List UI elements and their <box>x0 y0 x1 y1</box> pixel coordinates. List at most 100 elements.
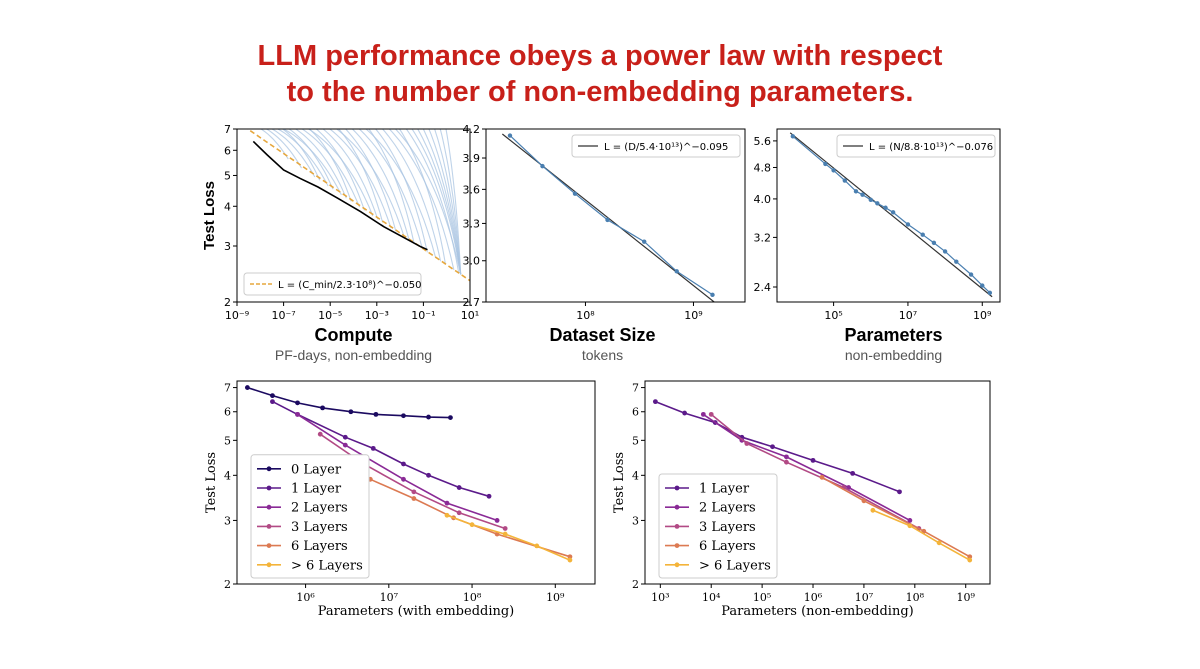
dataset-ytick-label: 2.7 <box>463 296 481 309</box>
layers_with_emb-series-point <box>469 522 475 528</box>
dataset-ytick-label: 3.6 <box>463 183 481 196</box>
params-legend-label: L = (N/8.8·10¹³)^−0.076 <box>869 142 993 153</box>
layers_with_emb-series-point <box>401 413 406 419</box>
params-data-point <box>790 134 796 139</box>
layers_non_emb-series-point <box>810 457 816 463</box>
layers_with_emb-xtick-label: 10⁸ <box>463 591 482 604</box>
compute-learning-curve <box>388 129 455 271</box>
params-data-point <box>853 189 859 194</box>
layers_non_emb-legend-marker <box>674 543 680 548</box>
layers_non_emb-xtick-label: 10⁹ <box>957 591 976 604</box>
layers_non_emb-xtick-label: 10⁸ <box>906 591 925 604</box>
compute-learning-curve <box>288 129 334 190</box>
layers_non_emb-ytick-label: 5 <box>632 434 639 447</box>
dataset-data-point <box>642 239 647 244</box>
layers_non_emb-xlabel: Parameters (non-embedding) <box>721 604 913 619</box>
layers_with_emb-series-point <box>373 411 379 417</box>
layers_non_emb-ylabel: Test Loss <box>612 452 627 513</box>
layers_non_emb-series-line <box>655 400 900 493</box>
layers_non_emb-xtick-label: 10⁷ <box>855 591 874 604</box>
dataset-plot-area <box>501 133 716 302</box>
dataset-data-point <box>507 133 513 138</box>
compute-learning-curve <box>328 129 392 229</box>
params-ytick-label: 4.8 <box>754 161 772 174</box>
compute-xtick-label: 10⁻¹ <box>411 309 435 322</box>
layers_with_emb-legend-label: > 6 Layers <box>291 558 363 573</box>
layers_with_emb-series-point <box>270 393 275 399</box>
compute-legend-label: L = (C_min/2.3·10⁸)^−0.050 <box>278 280 422 291</box>
params-data-point <box>920 232 925 237</box>
layers_non_emb-legend-label: 1 Layer <box>699 482 750 497</box>
compute-learning-curve <box>411 129 462 275</box>
layers_with_emb-ytick-label: 2 <box>224 578 231 591</box>
compute-ytick-label: 4 <box>224 200 231 213</box>
layers_non_emb-series-point <box>819 474 825 480</box>
chart-dataset: 10⁸ 10⁹ 2.7 3.0 3.3 3.6 3.9 4.2 L = (D/5.4·10¹³)… <box>463 123 746 322</box>
dataset-ytick-label: 4.2 <box>463 123 481 136</box>
params-data-point <box>905 222 911 227</box>
layers_with_emb-legend-marker <box>266 504 272 510</box>
layers_with_emb-legend-marker <box>266 562 272 568</box>
compute-learning-curve <box>381 129 442 262</box>
slide-title-line2: to the number of non-embedding parameter… <box>286 76 914 108</box>
dataset-xtick-label: 10⁸ <box>576 309 595 322</box>
layers_non_emb-series-point <box>744 441 750 446</box>
layers_non_emb-ytick-label: 2 <box>632 578 639 591</box>
layers_with_emb-legend-label: 0 Layer <box>291 462 342 477</box>
layers_with_emb-series-point <box>426 472 431 478</box>
params-axes-frame <box>776 128 1001 303</box>
compute-learning-curve <box>434 129 462 275</box>
chart-layers_with_emb: 10⁶ 10⁷ 10⁸ 10⁹ 2 3 4 5 6 7 Parameters (with embed… <box>204 380 596 619</box>
dataset-data-point <box>674 269 679 274</box>
layers_with_emb-series-point <box>348 409 354 415</box>
compute-learning-curve <box>368 129 415 244</box>
compute-learning-curve <box>417 129 462 275</box>
compute-learning-curve <box>428 129 462 275</box>
dataset-data-point <box>540 163 545 169</box>
layers_with_emb-series-point <box>502 531 508 537</box>
layers_non_emb-xtick-label: 10³ <box>651 591 669 604</box>
layers_non_emb-legend-marker <box>674 524 680 529</box>
params-legend-box <box>836 134 996 158</box>
dataset-legend-box <box>571 134 741 158</box>
layers_with_emb-legend-label: 6 Layers <box>291 539 348 554</box>
params-subcaption: non-embedding <box>844 347 943 363</box>
params-ytick-label: 2.4 <box>754 281 772 294</box>
layers_non_emb-series-point <box>967 557 973 563</box>
compute-learning-curve <box>398 129 447 265</box>
slide-title: LLM performance obeys a power law with r… <box>0 38 1200 110</box>
params-data-point <box>831 168 836 173</box>
layers_non_emb-series-point <box>870 507 876 513</box>
layers_with_emb-legend-marker <box>266 524 272 529</box>
layers_with_emb-series-point <box>342 434 348 440</box>
params-data-point <box>954 259 959 264</box>
compute-learning-curve <box>405 129 460 274</box>
compute-learning-curve <box>351 129 410 241</box>
layers_with_emb-series-point <box>567 554 573 560</box>
layers_with_emb-series-point <box>317 431 323 437</box>
dataset-ytick-label: 3.0 <box>463 255 481 268</box>
layers_with_emb-series-point <box>270 399 275 405</box>
layers_with_emb-ylabel: Test Loss <box>204 452 219 513</box>
layers_with_emb-xtick-label: 10⁹ <box>546 591 565 604</box>
dataset-data-point <box>605 217 610 223</box>
dataset-axes-frame <box>485 128 746 303</box>
params-data-point <box>931 240 937 246</box>
compute-learning-curve <box>276 129 329 187</box>
params-fit-line <box>789 132 993 298</box>
layers_non_emb-axes-frame <box>644 380 991 585</box>
layers_non_emb-legend-label: > 6 Layers <box>699 558 771 573</box>
compute-ytick-label: 3 <box>224 240 231 253</box>
layers_with_emb-ytick-label: 5 <box>224 434 231 447</box>
compute-axes-frame <box>236 128 471 303</box>
layers_with_emb-series-point <box>244 385 250 390</box>
layers_non_emb-series-point <box>861 498 867 504</box>
layers_with_emb-xlabel: Parameters (with embedding) <box>318 604 515 619</box>
compute-ytick-label: 7 <box>224 123 231 136</box>
compute-ylabel: Test Loss <box>201 181 218 250</box>
params-data-point <box>860 192 865 197</box>
layers_non_emb-ytick-label: 7 <box>632 382 639 395</box>
layers_non_emb-ytick-label: 3 <box>632 514 639 527</box>
layers_with_emb-series-point <box>320 405 325 411</box>
